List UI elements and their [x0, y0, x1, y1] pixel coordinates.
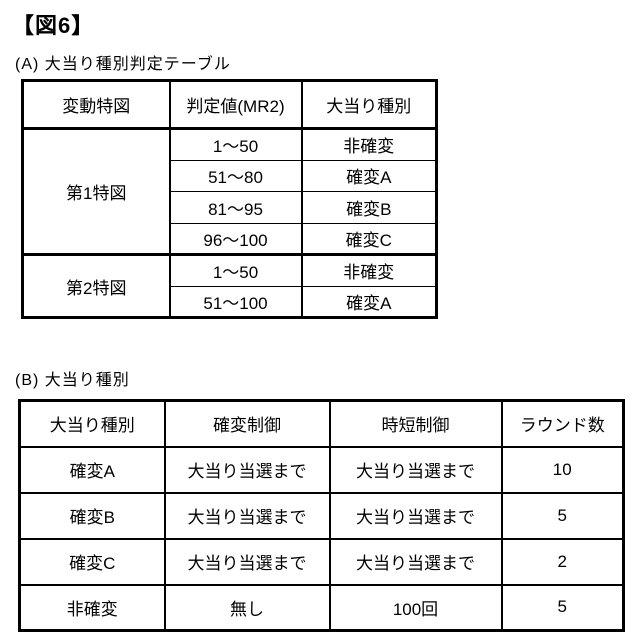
- table-cell-judgment-range: 1～50: [168, 253, 303, 287]
- table-row: 51～80 確変A: [23, 159, 438, 192]
- table-cell-jackpot-type: 確変B: [300, 191, 438, 224]
- table-row: 確変C 大当り当選まで 大当り当選まで 2: [18, 537, 625, 586]
- table-row: 96～100 確変C: [23, 222, 438, 255]
- table-b-header-row: 大当り種別 確変制御 時短制御 ラウンド数: [18, 399, 625, 448]
- column-header-jackpot-type: 大当り種別: [18, 399, 166, 448]
- table-cell-jackpot-type: 確変A: [300, 159, 438, 192]
- table-row: 非確変 無し 100回 5: [18, 583, 625, 632]
- table-row: 確変B 大当り当選まで 大当り当選まで 5: [18, 491, 625, 540]
- table-cell-judgment-range: 96～100: [168, 222, 303, 255]
- section-a-label: (A) 大当り種別判定テーブル: [15, 56, 231, 73]
- table-cell-jackpot-type: 非確変: [18, 583, 166, 632]
- table-cell-judgment-range: 81～95: [168, 191, 303, 224]
- table-cell-jackpot-type: 非確変: [300, 127, 438, 161]
- table-cell-jackpot-type: 確変C: [300, 222, 438, 255]
- column-header-jitan-control: 時短制御: [328, 399, 503, 448]
- table-cell-judgment-range: 51～80: [168, 159, 303, 192]
- jackpot-type-spec-table: 大当り種別 確変制御 時短制御 ラウンド数 確変A 大当り当選まで 大当り当選ま…: [18, 399, 625, 632]
- table-row: 第1特図 1～50 非確変: [21, 127, 438, 255]
- section-b-label: (B) 大当り種別: [15, 372, 130, 389]
- table-cell-jackpot-type: 確変C: [18, 537, 166, 586]
- table-cell-judgment-range: 1～50: [168, 127, 303, 161]
- table-cell-jackpot-type: 確変B: [18, 491, 166, 540]
- table-cell-round-count: 5: [500, 491, 625, 540]
- column-header-kakuhen-control: 確変制御: [163, 399, 331, 448]
- table-cell-round-count: 5: [500, 583, 625, 632]
- figure-title: 【図6】: [12, 13, 95, 38]
- table-cell-kakuhen-control: 無し: [163, 583, 331, 632]
- row-group-first-special-figure: 第1特図: [21, 127, 171, 255]
- table-cell-jitan-control: 100回: [328, 583, 503, 632]
- table-cell-judgment-range: 51～100: [168, 285, 303, 318]
- column-header-round-count: ラウンド数: [500, 399, 625, 448]
- table-cell-kakuhen-control: 大当り当選まで: [163, 445, 331, 494]
- table-cell-jackpot-type: 非確変: [300, 253, 438, 287]
- table-row: 81～95 確変B: [23, 191, 438, 224]
- table-cell-jitan-control: 大当り当選まで: [328, 537, 503, 586]
- table-cell-jackpot-type: 確変A: [18, 445, 166, 494]
- table-row: 51～100 確変A: [23, 285, 438, 318]
- table-cell-kakuhen-control: 大当り当選まで: [163, 537, 331, 586]
- column-header-judgment-value: 判定値(MR2): [168, 80, 303, 130]
- table-cell-round-count: 10: [500, 445, 625, 494]
- table-cell-jackpot-type: 確変A: [300, 285, 438, 318]
- column-header-variable-special-figure: 変動特図: [21, 80, 171, 130]
- table-cell-kakuhen-control: 大当り当選まで: [163, 491, 331, 540]
- table-row: 第2特図 1～50 非確変: [21, 253, 438, 318]
- row-group-second-special-figure: 第2特図: [21, 253, 171, 318]
- jackpot-type-determination-table: 変動特図 判定値(MR2) 大当り種別 第1特図 1～50 非確変 51～80 …: [21, 79, 438, 319]
- column-header-jackpot-type: 大当り種別: [300, 80, 438, 130]
- table-cell-jitan-control: 大当り当選まで: [328, 445, 503, 494]
- table-cell-jitan-control: 大当り当選まで: [328, 491, 503, 540]
- table-cell-round-count: 2: [500, 537, 625, 586]
- table-row: 確変A 大当り当選まで 大当り当選まで 10: [18, 445, 625, 494]
- table-a-header-row: 変動特図 判定値(MR2) 大当り種別: [21, 80, 438, 130]
